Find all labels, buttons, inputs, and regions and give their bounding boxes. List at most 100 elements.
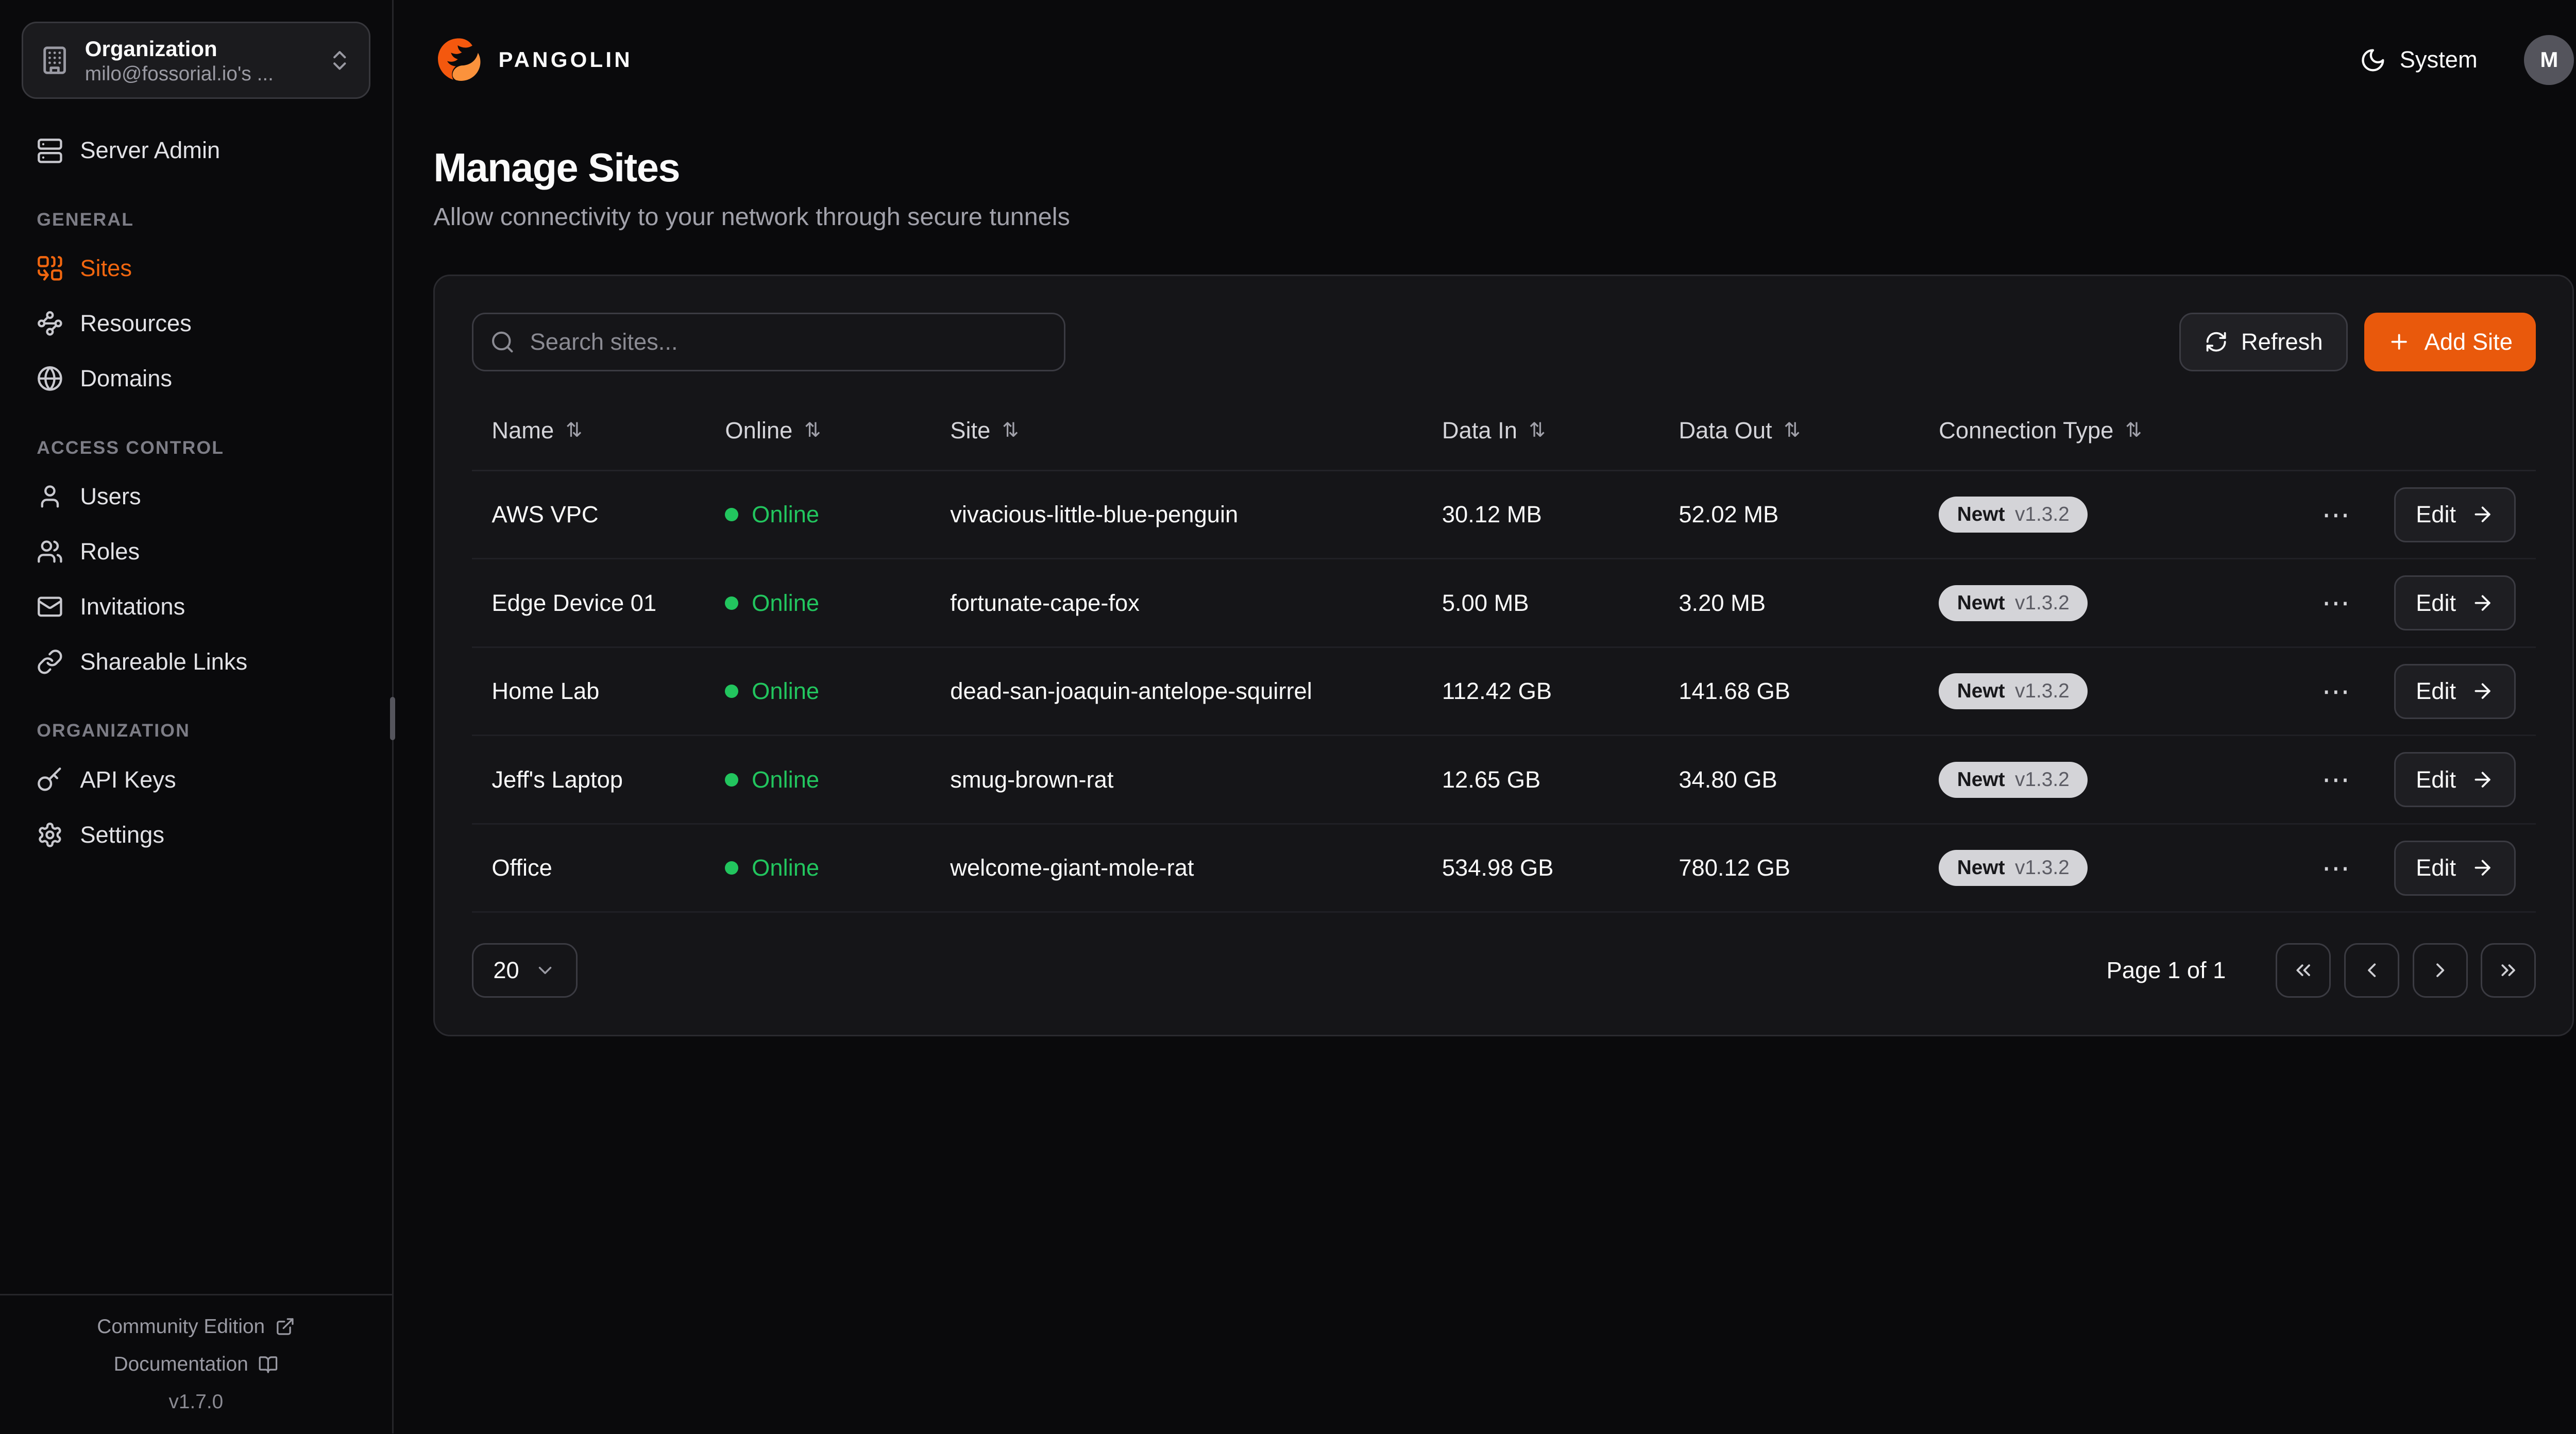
- data-out: 52.02 MB: [1679, 501, 1779, 528]
- connection-name: Newt: [1957, 680, 2005, 703]
- search-input[interactable]: [471, 313, 1065, 371]
- sidebar-item-label: Sites: [80, 255, 132, 282]
- column-header-online[interactable]: Online ⇅: [725, 417, 950, 444]
- sidebar-item-users[interactable]: Users: [20, 470, 372, 523]
- community-edition-link[interactable]: Community Edition: [16, 1316, 375, 1338]
- add-site-label: Add Site: [2424, 329, 2513, 355]
- sites-icon: [37, 255, 63, 282]
- row-actions-button[interactable]: ⋯: [2299, 674, 2372, 709]
- online-status: Online: [725, 766, 950, 793]
- sidebar-item-api-keys[interactable]: API Keys: [20, 753, 372, 807]
- app-version: v1.7.0: [168, 1391, 224, 1413]
- connection-version: v1.3.2: [2014, 503, 2070, 526]
- book-icon: [258, 1355, 278, 1375]
- edit-button[interactable]: Edit: [2394, 663, 2516, 719]
- table-row: Edge Device 01 Online fortunate-cape-fox…: [471, 559, 2536, 648]
- chevrons-left-icon: [2292, 959, 2315, 982]
- link-icon: [37, 648, 63, 675]
- column-header-data-in[interactable]: Data In ⇅: [1442, 417, 1679, 444]
- column-label: Data Out: [1679, 417, 1772, 443]
- online-status: Online: [725, 590, 950, 617]
- ellipsis-icon: ⋯: [2321, 675, 2350, 707]
- edit-button[interactable]: Edit: [2394, 752, 2516, 807]
- online-label: Online: [752, 589, 820, 616]
- edit-button[interactable]: Edit: [2394, 575, 2516, 630]
- sidebar-item-label: Server Admin: [80, 137, 221, 164]
- edit-label: Edit: [2416, 589, 2456, 616]
- sidebar-item-invitations[interactable]: Invitations: [20, 580, 372, 634]
- row-actions-button[interactable]: ⋯: [2299, 762, 2372, 797]
- topbar: PANGOLIN System M: [433, 0, 2574, 120]
- column-header-name[interactable]: Name ⇅: [492, 417, 725, 444]
- last-page-button[interactable]: [2481, 943, 2536, 998]
- sidebar-item-server-admin[interactable]: Server Admin: [20, 124, 372, 178]
- brand-logo[interactable]: PANGOLIN: [433, 35, 632, 85]
- sidebar-item-settings[interactable]: Settings: [20, 808, 372, 862]
- site-name: Office: [492, 855, 552, 881]
- sidebar-item-domains[interactable]: Domains: [20, 352, 372, 405]
- connection-version: v1.3.2: [2014, 768, 2070, 791]
- sidebar-item-shareable-links[interactable]: Shareable Links: [20, 635, 372, 689]
- site-name: Jeff's Laptop: [492, 766, 623, 793]
- site-slug: dead-san-joaquin-antelope-squirrel: [950, 678, 1312, 705]
- user-avatar[interactable]: M: [2524, 35, 2574, 86]
- first-page-button[interactable]: [2276, 943, 2331, 998]
- arrow-right-icon: [2471, 591, 2494, 614]
- column-label: Connection Type: [1939, 417, 2114, 443]
- next-page-button[interactable]: [2412, 943, 2468, 998]
- documentation-link[interactable]: Documentation: [16, 1353, 375, 1376]
- online-status: Online: [725, 501, 950, 528]
- sort-icon: ⇅: [1784, 419, 1801, 442]
- connection-type-badge: Newt v1.3.2: [1939, 850, 2088, 886]
- org-switcher[interactable]: Organization milo@fossorial.io's ...: [22, 22, 370, 99]
- edit-label: Edit: [2416, 501, 2456, 528]
- connection-name: Newt: [1957, 591, 2005, 614]
- previous-page-button[interactable]: [2344, 943, 2399, 998]
- theme-label: System: [2399, 46, 2478, 73]
- edit-button[interactable]: Edit: [2394, 840, 2516, 896]
- resources-icon: [37, 310, 63, 337]
- online-label: Online: [752, 678, 820, 705]
- sidebar-item-label: Shareable Links: [80, 648, 248, 675]
- sidebar-footer: Community Edition Documentation v1.7.0: [0, 1294, 392, 1433]
- sidebar-resize-handle[interactable]: [390, 696, 396, 740]
- sidebar-item-sites[interactable]: Sites: [20, 242, 372, 295]
- connection-type-badge: Newt v1.3.2: [1939, 673, 2088, 710]
- data-in: 534.98 GB: [1442, 855, 1554, 881]
- topbar-right: System M: [2350, 35, 2574, 86]
- refresh-label: Refresh: [2241, 329, 2323, 355]
- plus-icon: [2387, 330, 2411, 353]
- pagination-controls: Page 1 of 1: [2107, 943, 2536, 998]
- theme-toggle-button[interactable]: System: [2350, 45, 2487, 75]
- column-header-data-out[interactable]: Data Out ⇅: [1679, 417, 1939, 444]
- edit-button[interactable]: Edit: [2394, 487, 2516, 542]
- table-row: Office Online welcome-giant-mole-rat 534…: [471, 825, 2536, 913]
- column-header-connection-type[interactable]: Connection Type ⇅: [1939, 417, 2299, 444]
- sidebar-item-resources[interactable]: Resources: [20, 297, 372, 350]
- page-title: Manage Sites: [433, 145, 680, 190]
- sidebar-item-label: Users: [80, 483, 141, 510]
- column-label: Data In: [1442, 417, 1517, 443]
- data-out: 34.80 GB: [1679, 766, 1777, 793]
- data-in: 30.12 MB: [1442, 501, 1542, 528]
- page-info: Page 1 of 1: [2106, 957, 2226, 983]
- refresh-button[interactable]: Refresh: [2179, 313, 2348, 371]
- ellipsis-icon: ⋯: [2321, 587, 2350, 619]
- sort-icon: ⇅: [2125, 419, 2142, 442]
- sidebar-item-roles[interactable]: Roles: [20, 525, 372, 578]
- column-header-site[interactable]: Site ⇅: [950, 417, 1442, 444]
- row-actions-button[interactable]: ⋯: [2299, 497, 2372, 532]
- page-size-value: 20: [493, 957, 519, 983]
- sidebar-section-general: GENERAL: [37, 209, 134, 230]
- external-link-icon: [275, 1317, 295, 1337]
- community-edition-label: Community Edition: [97, 1315, 265, 1338]
- edit-label: Edit: [2416, 678, 2456, 705]
- mail-icon: [37, 593, 63, 620]
- online-status: Online: [725, 678, 950, 705]
- page-size-select[interactable]: 20: [471, 943, 578, 998]
- gear-icon: [37, 822, 63, 848]
- online-dot-icon: [725, 685, 739, 698]
- add-site-button[interactable]: Add Site: [2364, 313, 2536, 371]
- row-actions-button[interactable]: ⋯: [2299, 586, 2372, 621]
- row-actions-button[interactable]: ⋯: [2299, 850, 2372, 885]
